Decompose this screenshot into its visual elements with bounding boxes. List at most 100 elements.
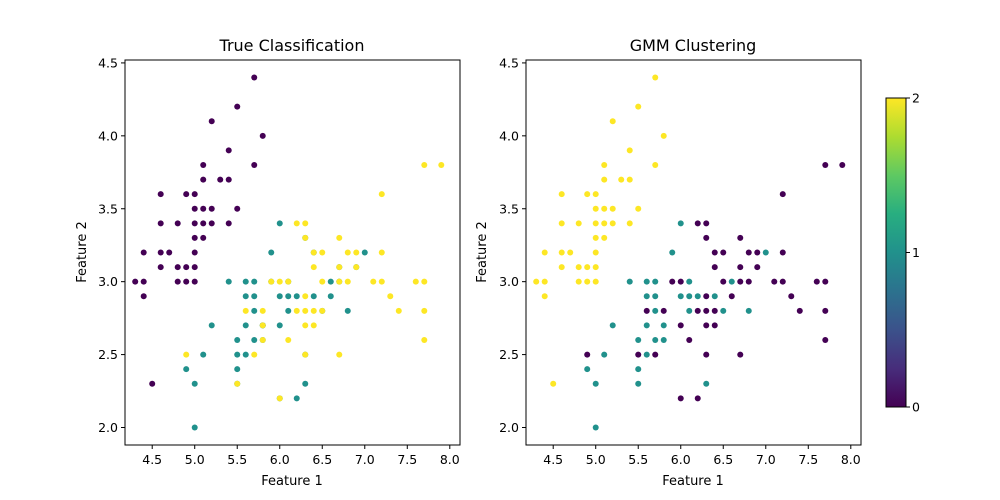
data-point [660, 132, 667, 139]
x-tick-label: 8.0 [841, 452, 861, 467]
y-tick-label: 4.5 [98, 55, 118, 70]
data-point [200, 234, 207, 241]
data-point [745, 278, 752, 285]
data-point [336, 278, 343, 285]
data-point [293, 307, 300, 314]
data-point [310, 322, 317, 329]
data-point [259, 307, 266, 314]
data-point [251, 278, 258, 285]
data-point [378, 191, 385, 198]
colorbar: 0 1 2 [885, 91, 920, 415]
data-point [310, 249, 317, 256]
data-point [302, 220, 309, 227]
y-tick-label: 3.5 [98, 201, 118, 216]
data-point [652, 337, 659, 343]
data-point [302, 234, 309, 241]
data-point [276, 220, 283, 227]
data-point [208, 118, 215, 125]
data-point [157, 220, 164, 227]
data-point [558, 264, 565, 271]
data-point [677, 322, 684, 329]
colorbar-gradient [886, 98, 906, 407]
data-point [839, 162, 846, 168]
data-point [601, 205, 608, 212]
data-point [635, 103, 642, 110]
data-point [652, 293, 659, 300]
data-point [754, 249, 761, 256]
data-point [395, 307, 402, 314]
data-point [293, 220, 300, 227]
data-point [251, 337, 258, 343]
data-point [157, 191, 164, 198]
data-point [558, 249, 565, 256]
data-point [276, 293, 283, 300]
data-point [822, 307, 829, 314]
data-point [584, 351, 591, 358]
data-point [669, 249, 676, 256]
data-point [191, 191, 198, 198]
data-point [618, 176, 625, 183]
data-point [421, 307, 428, 314]
data-point [319, 278, 326, 285]
x-tick-label: 5.5 [227, 452, 247, 467]
data-point [336, 264, 343, 271]
data-point [652, 307, 659, 314]
data-point [567, 249, 574, 256]
data-point [813, 278, 820, 285]
data-point [711, 307, 718, 314]
data-point [259, 322, 266, 329]
data-point [302, 380, 309, 387]
data-point [225, 147, 232, 154]
data-point [191, 234, 198, 241]
x-tick-label: 7.5 [798, 452, 818, 467]
data-point [302, 322, 309, 329]
gmm-clustering-panel: GMM Clustering 4.5 5.0 5.5 6.0 6.5 7.0 7.5 8.0 2… [475, 36, 862, 489]
data-point [592, 249, 599, 256]
data-point [711, 293, 718, 300]
data-point [319, 307, 326, 314]
data-point [660, 337, 667, 343]
data-point [575, 220, 582, 227]
true-classification-panel: True Classification 4.5 5.0 5.5 6.0 6.5 7.0 7.… [75, 36, 461, 489]
data-point [310, 307, 317, 314]
data-point [754, 264, 761, 271]
data-point [251, 162, 258, 168]
data-point [285, 337, 292, 343]
data-point [336, 351, 343, 358]
data-point [387, 293, 394, 300]
colorbar-tick-label: 0 [912, 400, 920, 415]
data-point [652, 74, 659, 81]
data-point [626, 176, 633, 183]
data-point [242, 278, 249, 285]
data-point [635, 337, 642, 343]
data-point [149, 380, 156, 387]
y-axis-label: Feature 2 [475, 221, 490, 283]
data-point [822, 337, 829, 343]
data-point [225, 220, 232, 227]
data-point [166, 249, 173, 256]
data-point [174, 220, 181, 227]
data-point [183, 191, 190, 198]
x-tick-label: 4.5 [543, 452, 563, 467]
data-point [310, 293, 317, 300]
data-point [234, 205, 241, 212]
x-tick-label: 7.0 [756, 452, 776, 467]
data-point [541, 249, 548, 256]
data-point [584, 191, 591, 198]
data-point [643, 307, 650, 314]
data-point [626, 278, 633, 285]
data-point [140, 249, 147, 256]
x-tick-label: 4.5 [142, 452, 162, 467]
data-point [285, 307, 292, 314]
data-point [592, 220, 599, 227]
chart-title: True Classification [219, 36, 365, 55]
data-point [310, 264, 317, 271]
data-point [276, 395, 283, 402]
data-point [438, 162, 445, 168]
data-point [703, 322, 710, 329]
data-point [771, 278, 778, 285]
data-point [302, 351, 309, 358]
data-point [575, 264, 582, 271]
data-point [694, 220, 701, 227]
